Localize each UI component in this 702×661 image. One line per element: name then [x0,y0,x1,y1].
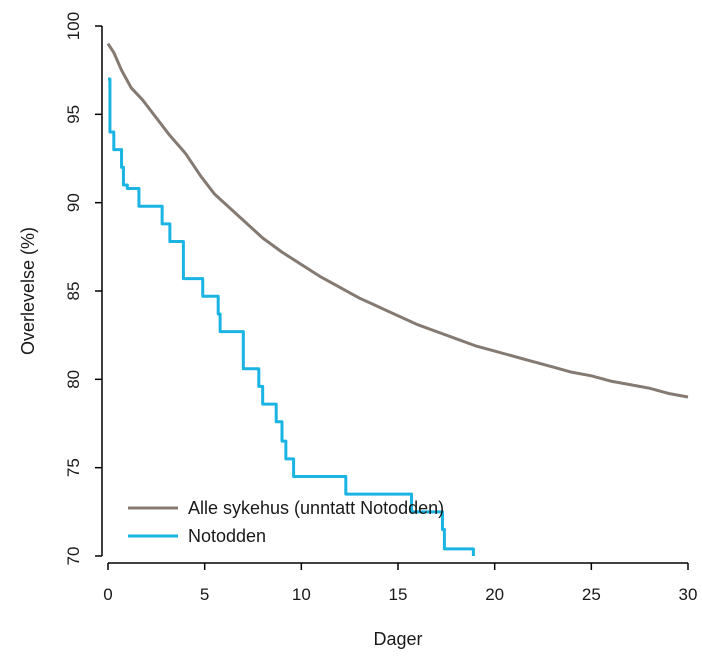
axes-layer: 0 5 10 15 20 25 30 70 75 80 85 90 95 100 [64,12,697,604]
x-tick-label: 20 [485,585,504,604]
series-line-alle-sykehus [106,42,689,399]
series-layer [106,42,689,556]
x-axis-ticks: 0 5 10 15 20 25 30 [103,563,697,604]
series-line-notodden [108,77,475,556]
x-tick-label: 15 [389,585,408,604]
y-tick-label: 90 [64,193,83,212]
y-tick-label: 70 [64,547,83,566]
x-tick-label: 10 [292,585,311,604]
y-axis-title: Overlevelse (%) [18,227,38,355]
legend-label-notodden: Notodden [188,526,266,546]
x-tick-label: 25 [582,585,601,604]
y-tick-label: 85 [64,282,83,301]
x-axis-title: Dager [373,629,422,649]
x-tick-label: 5 [200,585,209,604]
y-tick-label: 100 [64,12,83,40]
legend: Alle sykehus (unntatt Notodden) Notodden [128,498,444,546]
y-tick-label: 75 [64,458,83,477]
x-tick-label: 30 [679,585,698,604]
y-tick-label: 80 [64,370,83,389]
x-tick-label: 0 [103,585,112,604]
legend-label-alle-sykehus: Alle sykehus (unntatt Notodden) [188,498,444,518]
y-tick-label: 95 [64,105,83,124]
y-axis-ticks: 70 75 80 85 90 95 100 [64,12,102,566]
